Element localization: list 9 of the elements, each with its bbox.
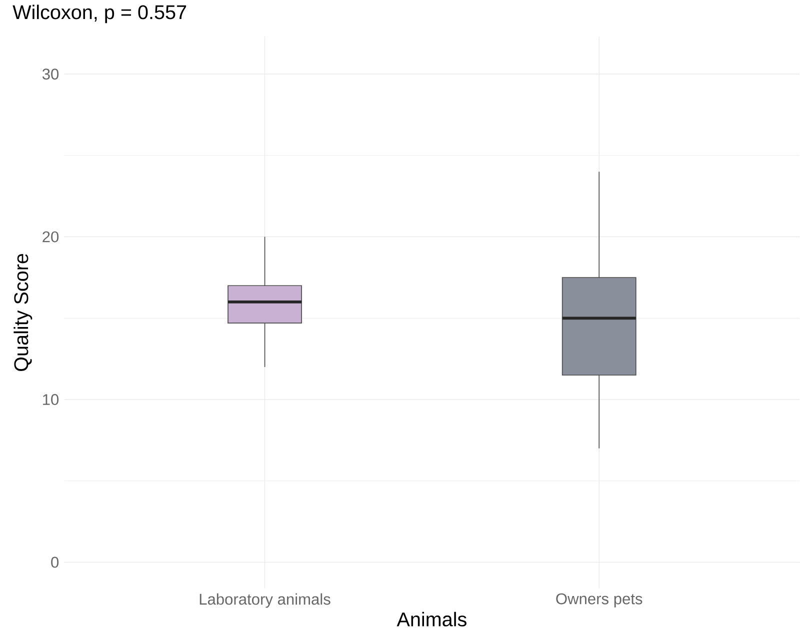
chart-title: Wilcoxon, p = 0.557 [12, 4, 186, 24]
x-tick-label: Laboratory animals [200, 593, 330, 608]
y-tick-label: 0 [51, 556, 59, 568]
y-tick-label: 20 [42, 231, 59, 242]
x-axis-title: Animals [396, 612, 466, 626]
y-tick-label: 30 [42, 68, 59, 80]
y-axis-title: Quality Score [14, 254, 32, 371]
y-tick-label: 10 [43, 394, 59, 405]
x-tick-label: Owners pets [556, 593, 642, 608]
